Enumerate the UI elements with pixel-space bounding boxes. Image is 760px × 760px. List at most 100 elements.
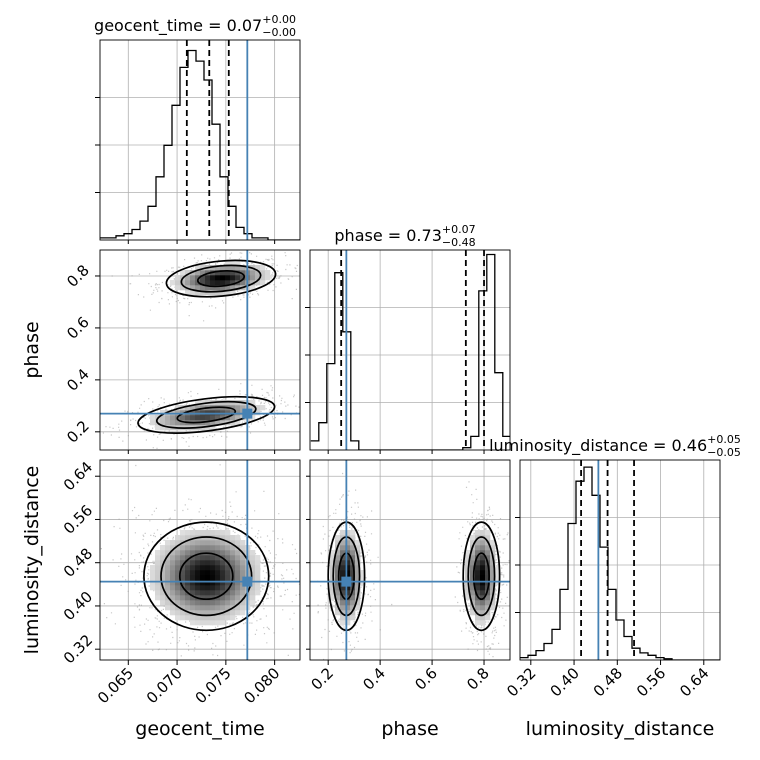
density-cell bbox=[345, 590, 351, 596]
density-cell bbox=[180, 600, 186, 606]
density-cell bbox=[210, 565, 216, 571]
density-cell bbox=[220, 290, 226, 296]
x-tick-label-phase: 0.4 bbox=[359, 664, 389, 694]
density-cell bbox=[170, 590, 176, 596]
density-cell bbox=[225, 595, 231, 601]
density-cell bbox=[160, 545, 166, 551]
density-cell bbox=[475, 585, 481, 591]
density-cell bbox=[470, 535, 476, 541]
density-cell bbox=[205, 280, 211, 286]
density-cell bbox=[220, 600, 226, 606]
density-cell bbox=[190, 545, 196, 551]
density-cell bbox=[170, 420, 176, 426]
density-cell bbox=[255, 580, 261, 586]
density-cell bbox=[255, 590, 261, 596]
density-cell bbox=[180, 545, 186, 551]
density-cell bbox=[340, 540, 346, 546]
density-cell bbox=[255, 405, 261, 411]
density-cell bbox=[170, 565, 176, 571]
density-cell bbox=[360, 570, 366, 576]
density-cell bbox=[225, 280, 231, 286]
density-cell bbox=[200, 540, 206, 546]
density-cell bbox=[255, 410, 261, 416]
density-cell bbox=[240, 270, 246, 276]
density-layer bbox=[100, 464, 300, 660]
scatter-panel-geocent-time-vs-phase bbox=[99, 249, 301, 451]
density-cell bbox=[470, 600, 476, 606]
density-cell bbox=[235, 600, 241, 606]
density-cell bbox=[230, 290, 236, 296]
density-cell bbox=[345, 605, 351, 611]
density-cell bbox=[190, 575, 196, 581]
density-cell bbox=[480, 540, 486, 546]
density-cell bbox=[190, 275, 196, 281]
density-cell bbox=[470, 540, 476, 546]
density-cell bbox=[350, 565, 356, 571]
density-cell bbox=[250, 550, 256, 556]
density-cell bbox=[225, 590, 231, 596]
title-phase: phase = 0.73+0.07 bbox=[334, 223, 475, 245]
density-cell bbox=[335, 610, 341, 616]
density-cell bbox=[345, 615, 351, 621]
density-cell bbox=[165, 415, 171, 421]
density-cell bbox=[160, 415, 166, 421]
density-cell bbox=[330, 560, 336, 566]
density-cell bbox=[215, 530, 221, 536]
density-cell bbox=[235, 285, 241, 291]
density-cell bbox=[475, 590, 481, 596]
density-cell bbox=[250, 580, 256, 586]
density-cell bbox=[250, 275, 256, 281]
density-cell bbox=[190, 620, 196, 626]
density-cell bbox=[185, 530, 191, 536]
density-cell bbox=[220, 285, 226, 291]
density-cell bbox=[200, 405, 206, 411]
density-cell bbox=[170, 585, 176, 591]
density-cell bbox=[220, 415, 226, 421]
density-cell bbox=[250, 405, 256, 411]
density-cell bbox=[155, 580, 161, 586]
density-cell bbox=[235, 580, 241, 586]
density-cell bbox=[230, 415, 236, 421]
contour-1-0 bbox=[137, 395, 276, 434]
density-cell bbox=[180, 615, 186, 621]
density-cell bbox=[255, 585, 261, 591]
density-cell bbox=[475, 565, 481, 571]
density-cell bbox=[205, 580, 211, 586]
density-cell bbox=[195, 285, 201, 291]
title-luminosity-distance: luminosity_distance = 0.46+0.05 bbox=[489, 433, 741, 456]
density-cell bbox=[200, 615, 206, 621]
density-cell bbox=[495, 570, 501, 576]
density-cell bbox=[230, 285, 236, 291]
density-cell bbox=[240, 405, 246, 411]
density-cell bbox=[225, 555, 231, 561]
density-cell bbox=[480, 585, 486, 591]
density-cell bbox=[345, 600, 351, 606]
density-cell bbox=[345, 595, 351, 601]
x-tick-label-geocent-time: 0.065 bbox=[94, 664, 137, 707]
density-cell bbox=[225, 290, 231, 296]
density-cell bbox=[220, 605, 226, 611]
density-cell bbox=[150, 585, 156, 591]
contour-0-2 bbox=[196, 269, 246, 288]
density-cell bbox=[210, 580, 216, 586]
density-cell bbox=[225, 270, 231, 276]
density-cell bbox=[240, 605, 246, 611]
density-cell bbox=[195, 575, 201, 581]
density-cell bbox=[195, 290, 201, 296]
density-cell bbox=[360, 580, 366, 586]
density-cell bbox=[155, 575, 161, 581]
density-cell bbox=[225, 545, 231, 551]
density-cell bbox=[225, 535, 231, 541]
density-cell bbox=[250, 570, 256, 576]
density-cell bbox=[240, 265, 246, 271]
density-cell bbox=[205, 290, 211, 296]
density-cell bbox=[210, 280, 216, 286]
density-cell bbox=[210, 605, 216, 611]
density-cell bbox=[230, 270, 236, 276]
density-layer bbox=[102, 252, 300, 449]
contour-0-0 bbox=[165, 259, 277, 298]
density-cell bbox=[490, 570, 496, 576]
contour-1-1 bbox=[467, 536, 496, 617]
density-cell bbox=[175, 555, 181, 561]
density-cell bbox=[215, 270, 221, 276]
